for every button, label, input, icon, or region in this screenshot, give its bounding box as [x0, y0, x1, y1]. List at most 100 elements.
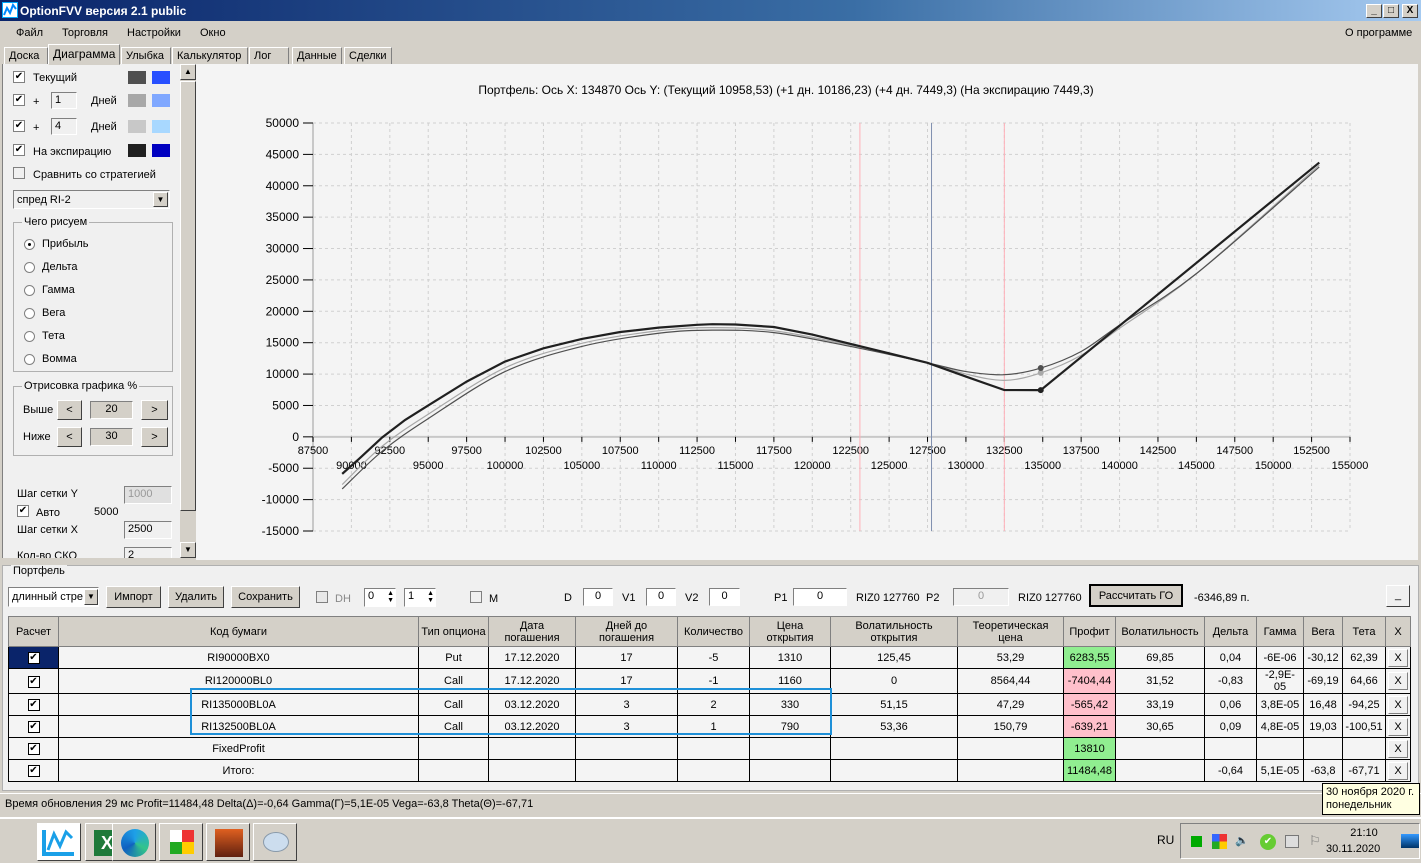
chevron-down-icon[interactable]: ▼ [153, 192, 168, 207]
chevron-down-icon[interactable]: ▼ [84, 589, 98, 605]
calc-checkbox[interactable]: ✔ [27, 675, 40, 688]
speaker-icon[interactable]: 🔈 [1235, 835, 1249, 847]
col-delta[interactable]: Дельта [1204, 616, 1257, 647]
game-avatar-icon[interactable] [206, 823, 250, 861]
remove-row-cell[interactable]: X [1385, 668, 1411, 694]
show-desktop-icon[interactable] [1401, 834, 1419, 848]
table-row[interactable]: ✔ Итого: 11484,48 -0,64 5,1E-05 -63,8 -67,71 X [8, 759, 1411, 782]
menu-file[interactable]: Файл [16, 27, 44, 39]
spin-arrows-icon[interactable]: ▲ ▼ [387, 590, 394, 604]
col-open-price[interactable]: Цена открытия [749, 616, 831, 647]
save-button[interactable]: Сохранить [231, 586, 300, 608]
table-row[interactable]: ✔ RI135000BL0A Call 03.12.2020 3 2 330 51,15 47,… [8, 693, 1411, 716]
remove-row-cell[interactable]: X [1385, 693, 1411, 716]
grid-x-input[interactable]: 2500 [124, 521, 172, 539]
below-increase-button[interactable]: > [141, 427, 168, 447]
v2-input[interactable]: 0 [709, 588, 740, 606]
collapse-button[interactable]: _ [1386, 585, 1410, 607]
remove-row-button[interactable]: X [1388, 717, 1408, 736]
col-open-vol[interactable]: Волатильность открытия [830, 616, 958, 647]
tab-diagram[interactable]: Диаграмма [48, 44, 120, 65]
radio-vomma[interactable] [24, 354, 35, 365]
tab-log[interactable]: Лог [249, 47, 289, 65]
remove-row-button[interactable]: X [1388, 648, 1408, 667]
calc-checkbox[interactable]: ✔ [27, 721, 40, 733]
col-theta[interactable]: Тета [1342, 616, 1386, 647]
maximize-button[interactable]: □ [1383, 4, 1399, 18]
expiry-color-swatch[interactable] [128, 144, 146, 157]
remove-row-cell[interactable]: X [1385, 715, 1411, 738]
calc-checkbox-cell[interactable]: ✔ [8, 646, 59, 669]
current-checkbox[interactable]: ✔ [13, 71, 25, 83]
remove-row-button[interactable]: X [1388, 695, 1408, 714]
spin2-input[interactable]: 1 ▲ ▼ [404, 588, 436, 607]
expiry-color-swatch-alt[interactable] [152, 144, 170, 157]
plus1-days-input[interactable]: 1 [51, 92, 77, 109]
delete-button[interactable]: Удалить [168, 586, 224, 608]
plus4-days-input[interactable]: 4 [51, 118, 77, 135]
calc-checkbox[interactable]: ✔ [27, 743, 40, 755]
col-days[interactable]: Дней до погашения [575, 616, 678, 647]
tab-smile[interactable]: Улыбка [121, 47, 171, 65]
optionfvv-icon[interactable] [37, 823, 81, 861]
network-icon[interactable] [1285, 835, 1299, 848]
remove-row-button[interactable]: X [1388, 739, 1408, 758]
tab-board[interactable]: Доска [4, 47, 48, 65]
tab-calculator[interactable]: Калькулятор [172, 47, 248, 65]
plus1-color-swatch[interactable] [128, 94, 146, 107]
calculate-margin-button[interactable]: Рассчитать ГО [1089, 584, 1183, 607]
scroll-down-icon[interactable]: ▼ [180, 542, 196, 558]
col-code[interactable]: Код бумаги [58, 616, 419, 647]
current-color-swatch-alt[interactable] [152, 71, 170, 84]
plus4-checkbox[interactable]: ✔ [13, 120, 25, 132]
radio-profit[interactable] [24, 239, 35, 250]
calc-checkbox[interactable]: ✔ [27, 652, 40, 664]
dh-checkbox[interactable] [316, 591, 328, 603]
calc-checkbox-cell[interactable]: ✔ [8, 737, 59, 760]
col-date[interactable]: Дата погашения [488, 616, 576, 647]
paint-icon[interactable] [253, 823, 297, 861]
remove-row-cell[interactable]: X [1385, 646, 1411, 669]
m-checkbox[interactable] [470, 591, 482, 603]
calc-checkbox[interactable]: ✔ [27, 765, 40, 777]
radio-vega[interactable] [24, 308, 35, 319]
minimize-button[interactable]: _ [1366, 4, 1382, 18]
col-x[interactable]: X [1385, 616, 1411, 647]
col-type[interactable]: Тип опциона [418, 616, 489, 647]
radio-delta[interactable] [24, 262, 35, 273]
rubik-cube-icon[interactable] [159, 823, 203, 861]
table-row[interactable]: ✔ RI90000BX0 Put 17.12.2020 17 -5 1310 125,45 53… [8, 646, 1411, 669]
table-row[interactable]: ✔ FixedProfit 13810 X [8, 737, 1411, 760]
plus4-color-swatch[interactable] [128, 120, 146, 133]
clock-time[interactable]: 21:10 [1350, 827, 1378, 839]
check-shield-icon[interactable]: ✔ [1260, 834, 1276, 850]
table-row[interactable]: ✔ RI132500BL0A Call 03.12.2020 3 1 790 53,36 150… [8, 715, 1411, 738]
radio-gamma[interactable] [24, 285, 35, 296]
col-gamma[interactable]: Гамма [1256, 616, 1304, 647]
calc-checkbox-cell[interactable]: ✔ [8, 668, 59, 694]
col-qty[interactable]: Количество [677, 616, 750, 647]
menu-about[interactable]: О программе [1345, 27, 1413, 39]
below-value[interactable]: 30 [90, 428, 133, 446]
strategy-type-select[interactable]: длинный стре ▼ [8, 587, 99, 607]
spin-arrows-icon[interactable]: ▲ ▼ [427, 590, 434, 604]
flag-icon[interactable]: ⚐ [1309, 833, 1321, 848]
plus1-checkbox[interactable]: ✔ [13, 94, 25, 106]
menu-trading[interactable]: Торговля [62, 27, 108, 39]
remove-row-cell[interactable]: X [1385, 759, 1411, 782]
p1-input[interactable]: 0 [793, 588, 847, 606]
scroll-thumb[interactable] [180, 81, 196, 511]
remove-row-button[interactable]: X [1388, 672, 1408, 690]
rubik-tray-icon[interactable] [1212, 834, 1227, 849]
strategy-select[interactable]: спред RI-2 ▼ [13, 190, 170, 209]
above-value[interactable]: 20 [90, 401, 133, 419]
above-decrease-button[interactable]: < [57, 400, 82, 420]
grid-y-input[interactable]: 1000 [124, 486, 172, 504]
col-profit[interactable]: Профит [1063, 616, 1116, 647]
expiry-checkbox[interactable]: ✔ [13, 144, 25, 156]
tab-data[interactable]: Данные [292, 47, 342, 65]
table-row[interactable]: ✔ RI120000BL0 Call 17.12.2020 17 -1 1160 0 8564,… [8, 668, 1411, 694]
col-calc[interactable]: Расчет [8, 616, 59, 647]
clock-date[interactable]: 30.11.2020 [1326, 843, 1381, 855]
above-increase-button[interactable]: > [141, 400, 168, 420]
